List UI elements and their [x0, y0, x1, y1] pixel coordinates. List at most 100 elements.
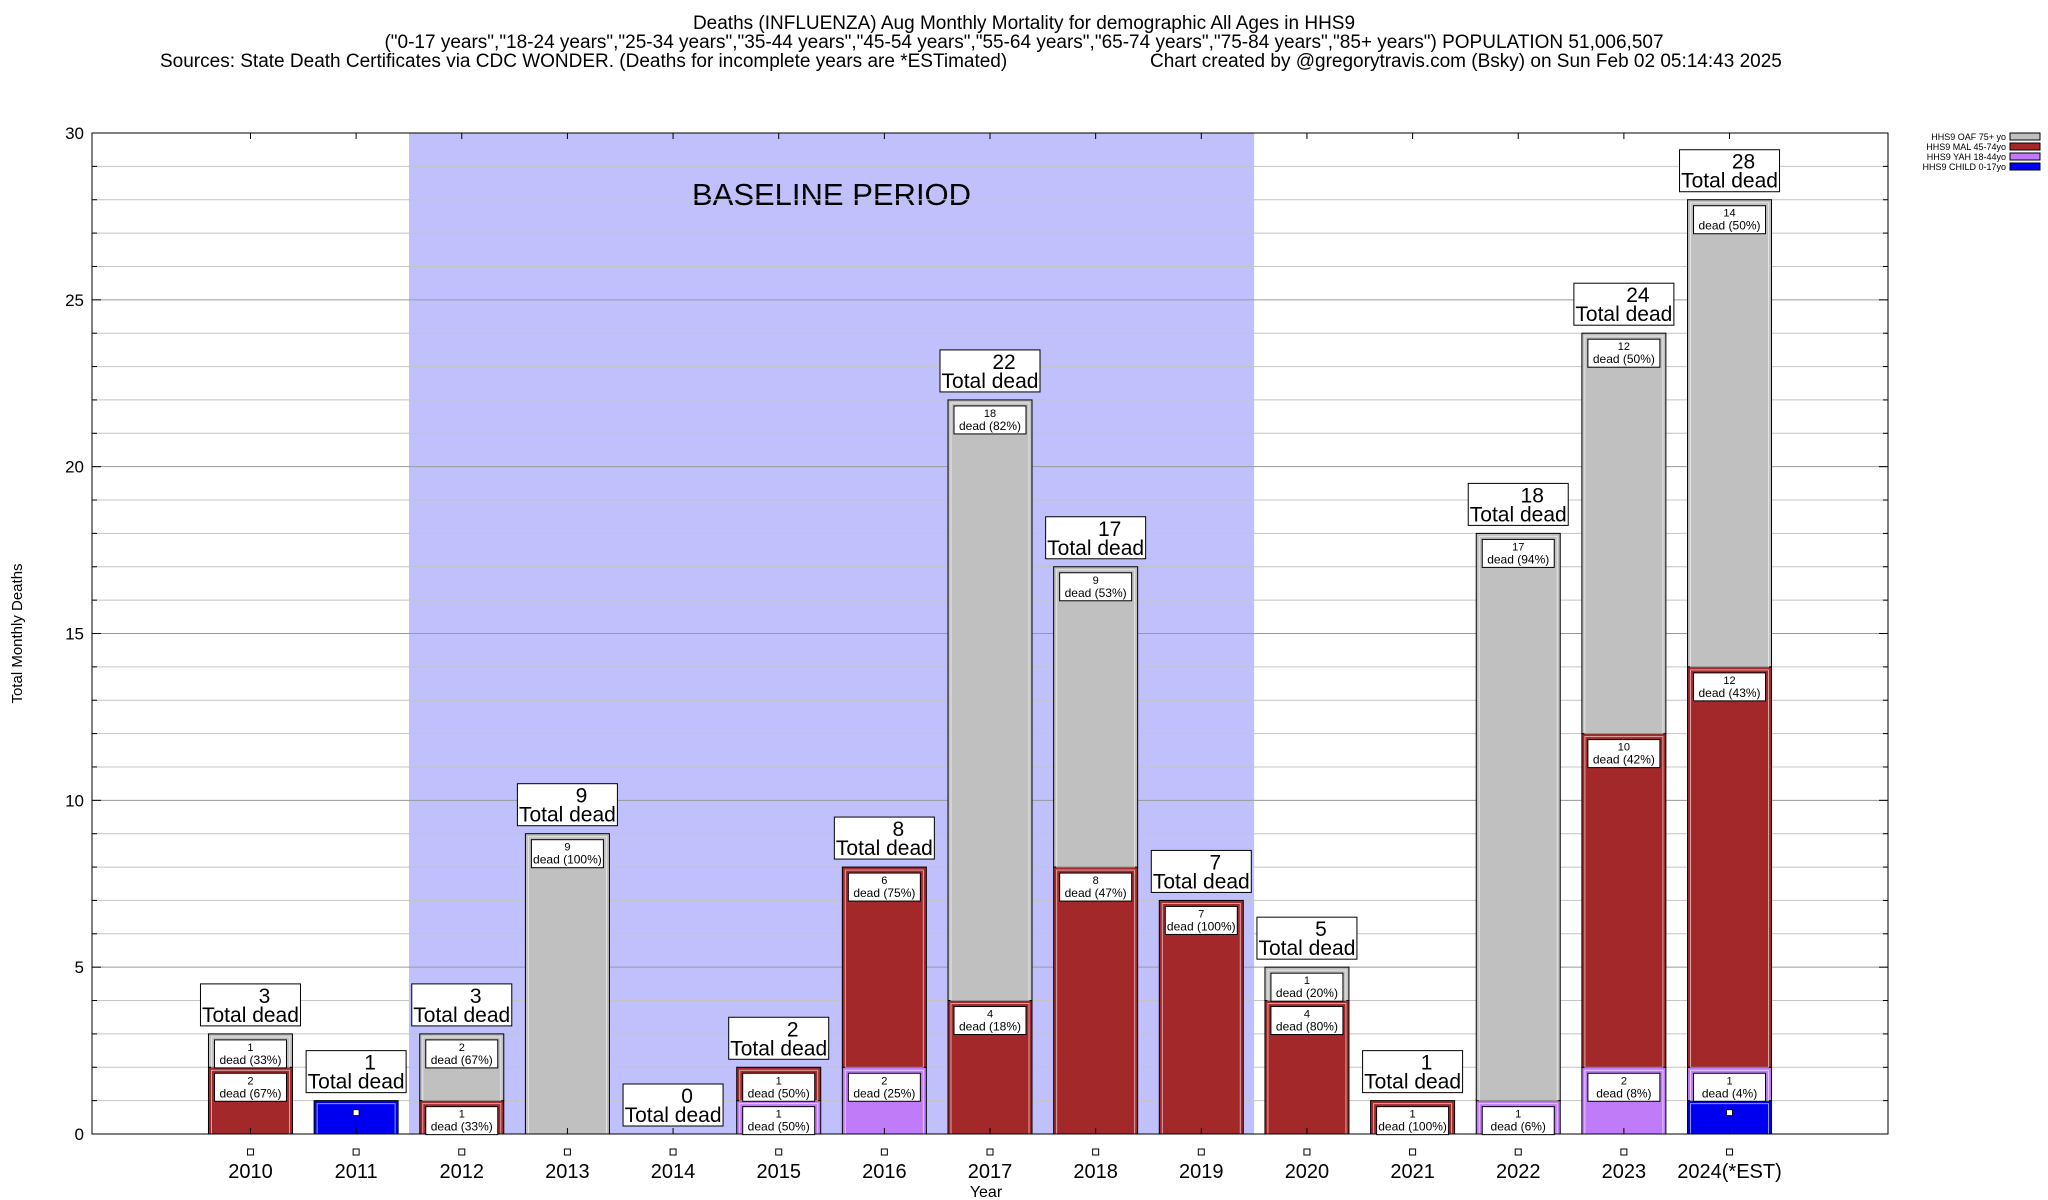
- total-value: 2: [787, 1018, 799, 1041]
- chart-title: Deaths (INFLUENZA) Aug Monthly Mortality…: [692, 13, 1356, 34]
- total-value: 9: [576, 785, 588, 808]
- total-label-box: [516, 783, 618, 827]
- bar-segment-inner: [1478, 535, 1558, 1102]
- bar-segment: [1687, 199, 1773, 668]
- segment-label-text: dead (75%): [853, 886, 915, 900]
- bar-segment-inner: [1056, 569, 1136, 868]
- segment-count: 1: [776, 1109, 782, 1121]
- segment-label-box: [1587, 338, 1661, 368]
- chart-credit-note: Chart created by @gregorytravis.com (Bsk…: [1150, 51, 1782, 72]
- x-tick-label: 2013: [545, 1161, 590, 1183]
- total-value: 1: [1421, 1052, 1433, 1075]
- legend-label: HHS9 CHILD 0-17yo: [1922, 162, 2006, 172]
- segment-label-text: dead (100%): [1167, 919, 1236, 933]
- segment-count: 10: [1618, 742, 1630, 754]
- segment-count: 9: [564, 842, 570, 854]
- bar-segment-inner: [1690, 202, 1770, 668]
- x-marker: [1409, 1148, 1417, 1156]
- segment-label-text: dead (67%): [431, 1053, 493, 1067]
- x-marker: [246, 1148, 254, 1156]
- x-tick-label: 2010: [228, 1161, 273, 1183]
- segment-label-text: dead (53%): [1065, 586, 1127, 600]
- segment-label-box: [1164, 905, 1238, 935]
- bar-segment-inner: [1690, 669, 1770, 1068]
- x-marker: [669, 1148, 677, 1156]
- child-marker: [352, 1109, 360, 1117]
- bar-segment-inner: [1584, 736, 1664, 1068]
- total-value: 8: [893, 818, 905, 841]
- total-value: 18: [1521, 484, 1544, 507]
- x-marker: [1514, 1148, 1522, 1156]
- total-caption: Total dead: [1681, 170, 1778, 193]
- bar-segment: [947, 399, 1033, 1002]
- legend-swatch: [2009, 152, 2041, 161]
- x-marker: [775, 1148, 783, 1156]
- bar-segment: [1475, 532, 1561, 1102]
- total-value: 22: [992, 351, 1015, 374]
- total-label-box: [728, 1016, 830, 1060]
- total-label-box: [305, 1050, 407, 1094]
- segment-label-text: dead (50%): [748, 1120, 810, 1134]
- total-label-box: [1362, 1050, 1464, 1094]
- segment-label-box: [1481, 1106, 1555, 1136]
- segment-label-text: dead (100%): [533, 853, 602, 867]
- total-value: 1: [364, 1052, 376, 1075]
- y-tick-label: 10: [65, 791, 84, 810]
- legend-label: HHS9 YAH 18-44yo: [1927, 152, 2006, 162]
- x-tick-label: 2016: [862, 1161, 907, 1183]
- x-tick-label: 2011: [335, 1161, 378, 1183]
- total-value: 7: [1209, 851, 1221, 874]
- total-label-box: [1573, 282, 1675, 326]
- segment-label-box: [530, 839, 604, 869]
- segment-label-text: dead (82%): [959, 419, 1021, 433]
- total-caption: Total dead: [1258, 937, 1355, 960]
- segment-count: 2: [459, 1042, 465, 1054]
- segment-label-box: [1587, 739, 1661, 769]
- x-marker: [1726, 1148, 1734, 1156]
- total-caption: Total dead: [625, 1104, 722, 1127]
- bar-segment: [1053, 866, 1139, 1135]
- total-label-box: [199, 983, 301, 1027]
- total-label-box: [1256, 916, 1358, 960]
- child-marker: [1726, 1109, 1734, 1117]
- bar-segment-inner: [950, 402, 1030, 1002]
- legend-label: HHS9 OAF 75+ yo: [1931, 132, 2006, 142]
- bar-segment-inner: [844, 869, 924, 1068]
- segment-label-box: [1693, 205, 1767, 235]
- total-value: 0: [681, 1085, 693, 1108]
- x-tick-label: 2015: [756, 1161, 801, 1183]
- segment-label-box: [953, 1006, 1027, 1036]
- y-tick-label: 15: [65, 625, 84, 644]
- segment-label-text: dead (94%): [1487, 552, 1549, 566]
- total-caption: Total dead: [1364, 1071, 1461, 1094]
- total-caption: Total dead: [519, 804, 616, 827]
- segment-label-text: dead (33%): [219, 1053, 281, 1067]
- x-marker: [1197, 1148, 1205, 1156]
- segment-count: 1: [1304, 975, 1310, 987]
- x-axis-title: Year: [970, 1184, 1003, 1200]
- total-caption: Total dead: [836, 837, 933, 860]
- y-tick-label: 25: [65, 291, 84, 310]
- x-marker: [563, 1148, 571, 1156]
- x-tick-label: 2024(*EST): [1677, 1161, 1782, 1183]
- y-tick-label: 0: [75, 1125, 84, 1144]
- legend-swatch: [2009, 132, 2041, 141]
